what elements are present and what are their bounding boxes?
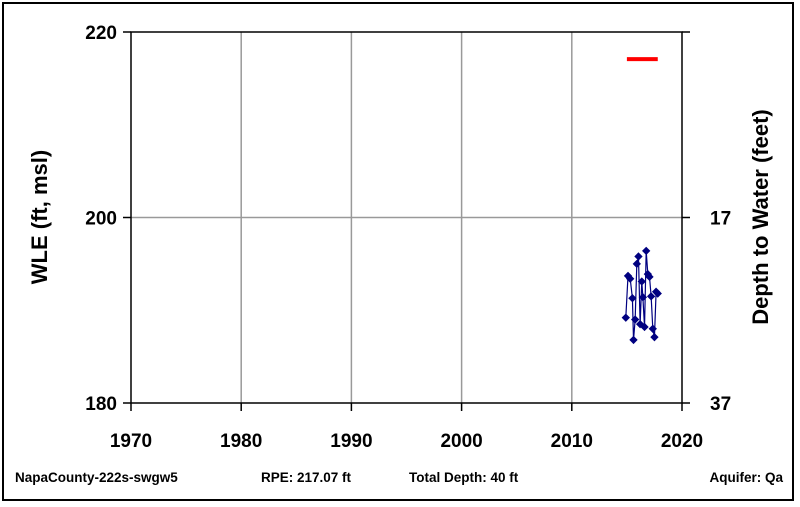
data-point — [648, 324, 657, 333]
data-point — [628, 294, 637, 303]
data-point — [640, 322, 649, 332]
x-tick-label: 1970 — [110, 431, 152, 452]
series-line — [625, 250, 659, 340]
y-tick-label: 220 — [85, 23, 117, 44]
data-point — [650, 332, 659, 342]
data-point — [645, 272, 654, 282]
y-tick-label: 180 — [85, 394, 117, 415]
y-axis-left: 180 200 220 — [85, 23, 131, 415]
data-point — [642, 246, 651, 256]
data-point — [630, 315, 640, 324]
x-tick-label: 1990 — [330, 431, 372, 452]
data-point — [653, 289, 662, 298]
x-tick-label: 2010 — [551, 431, 593, 452]
well-id: NapaCounty-222s-swgw5 — [15, 470, 178, 485]
gridlines — [131, 32, 682, 403]
data-point — [629, 335, 638, 345]
total-depth-label: Total Depth: 40 ft — [409, 470, 519, 485]
y-tick-label: 200 — [85, 209, 117, 230]
footer: NapaCounty-222s-swgw5 RPE: 217.07 ft Tot… — [0, 470, 800, 494]
x-axis: 1970 1980 1990 2000 2010 2020 — [110, 403, 703, 452]
data-point — [634, 252, 643, 261]
y2-axis-title: Depth to Water (feet) — [748, 109, 773, 325]
data-point — [646, 292, 656, 301]
x-tick-label: 1980 — [220, 431, 262, 452]
x-tick-label: 2020 — [661, 431, 703, 452]
aquifer-label: Aquifer: Qa — [709, 470, 783, 485]
rpe-label: RPE: 217.07 ft — [261, 470, 352, 485]
y2-tick-label: 17 — [710, 209, 731, 230]
chart-frame — [2, 2, 794, 501]
y2-tick-label: 37 — [710, 394, 731, 415]
data-point — [635, 319, 645, 329]
data-point — [638, 293, 648, 302]
data-point — [621, 313, 630, 322]
data-point — [632, 259, 641, 269]
y-axis-title: WLE (ft, msl) — [27, 150, 52, 284]
data-point — [637, 277, 646, 286]
series-layer — [621, 57, 662, 345]
data-point — [626, 274, 635, 283]
x-tick-label: 2000 — [440, 431, 482, 452]
